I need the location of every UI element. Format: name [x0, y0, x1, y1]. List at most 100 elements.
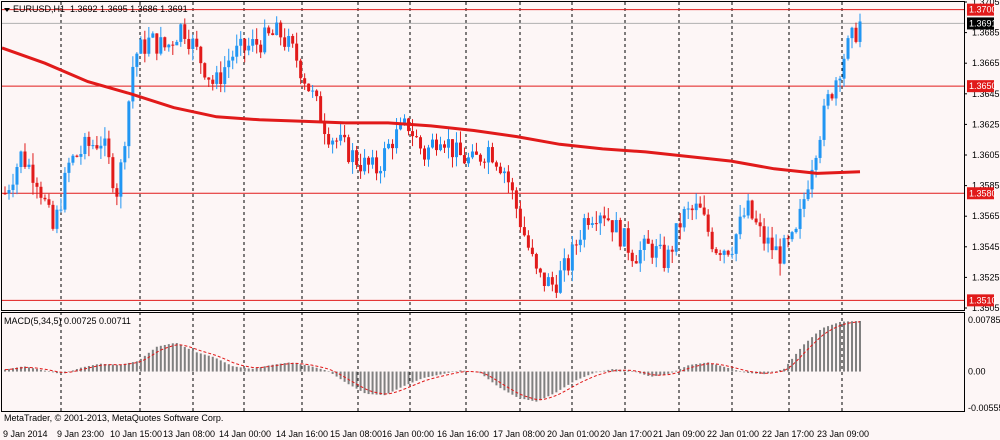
macd-bar: [171, 343, 174, 372]
macd-bar: [363, 371, 366, 394]
candle-body: [734, 234, 738, 254]
macd-bar: [4, 369, 6, 372]
candle-body: [239, 38, 243, 46]
macd-bar: [847, 321, 850, 372]
time-label: 9 Jan 23:00: [57, 429, 104, 439]
candle-body: [498, 166, 502, 174]
macd-bar: [855, 321, 858, 372]
macd-bar: [147, 352, 150, 372]
candle-body: [550, 277, 554, 285]
candle-body: [3, 193, 7, 195]
candle-body: [758, 222, 762, 227]
macd-bar: [51, 371, 54, 373]
chart-frames: [1, 1, 965, 412]
candle-body: [251, 39, 255, 46]
macd-bar: [379, 371, 382, 395]
macd-bar: [695, 363, 698, 372]
candle-body: [335, 140, 339, 142]
candle-body: [171, 44, 175, 46]
candle-body: [275, 22, 279, 36]
candle-body: [255, 39, 259, 45]
candle-body: [778, 246, 782, 264]
dropdown-triangle-icon[interactable]: [4, 7, 10, 12]
macd-bar: [67, 371, 70, 373]
macd-bar: [503, 371, 506, 391]
macd-bar: [43, 370, 46, 372]
macd-bar: [315, 367, 318, 372]
candle-body: [702, 207, 706, 215]
macd-bar: [811, 337, 814, 372]
macd-bar: [239, 367, 242, 372]
candle-body: [215, 72, 219, 84]
macd-bar: [839, 321, 842, 372]
level-box: [967, 80, 994, 93]
candle-body: [115, 188, 119, 197]
macd-bar: [279, 363, 282, 372]
candle-body: [227, 60, 231, 68]
candle-body: [646, 238, 650, 244]
candle-body: [347, 137, 351, 163]
macd-bar: [443, 371, 446, 374]
candle-body: [367, 157, 371, 165]
time-label: 17 Jan 08:00: [493, 429, 545, 439]
macd-bar: [419, 371, 422, 380]
candle-body: [482, 161, 486, 163]
macd-bar: [143, 355, 146, 372]
macd-bar: [459, 370, 462, 372]
macd-bar: [763, 371, 766, 375]
candle-body: [323, 122, 327, 135]
candle-body: [203, 63, 207, 78]
symbol-timeframe: EURUSD,H1: [13, 4, 66, 14]
macd-bar: [679, 368, 682, 372]
candle-body: [291, 36, 295, 44]
main-frame: [1, 1, 965, 311]
macd-bar: [591, 371, 594, 374]
candle-body: [662, 244, 666, 268]
candle-body: [363, 157, 367, 172]
candle-body: [486, 147, 490, 163]
macd-bar: [307, 365, 310, 372]
candle-body: [638, 249, 642, 264]
candle-body: [470, 151, 474, 158]
macd-bar: [291, 362, 294, 372]
macd-bar: [823, 327, 826, 372]
candle-body: [838, 78, 842, 81]
macd-bar: [699, 363, 702, 372]
candle-body: [582, 218, 586, 240]
candle-body: [331, 140, 335, 145]
candle-body: [147, 37, 151, 54]
candle-body: [790, 232, 794, 240]
current-price-label: 1.3691: [969, 18, 997, 28]
candle-body: [458, 142, 462, 156]
time-label: 22 Jan 01:00: [707, 429, 759, 439]
macd-bar: [327, 371, 330, 372]
candle-body: [67, 162, 71, 173]
macd-bar: [743, 371, 746, 373]
macd-bar: [543, 371, 546, 399]
candle-body: [710, 231, 714, 250]
macd-axis: 0.00785 0.00 -0.00555: [968, 315, 1000, 413]
macd-bar: [499, 371, 502, 389]
macd-bar: [747, 371, 750, 374]
macd-bar: [851, 321, 854, 372]
candle-body: [602, 215, 606, 219]
candle-body: [490, 147, 494, 163]
macd-bar: [127, 362, 130, 372]
candle-body: [442, 144, 446, 148]
candle-body: [762, 226, 766, 244]
candle-body: [375, 157, 379, 174]
candle-body: [834, 80, 838, 99]
macd-bar: [651, 371, 654, 377]
candle-body: [514, 190, 518, 209]
candle-body: [770, 237, 774, 251]
macd-bar: [483, 371, 486, 377]
macd-bar: [27, 367, 30, 372]
macd-bar: [235, 366, 238, 372]
macd-bar: [479, 371, 482, 374]
macd-bar: [599, 371, 602, 373]
candle-body: [538, 268, 542, 273]
candle-body: [522, 227, 526, 236]
macd-label: 0.00: [968, 367, 986, 377]
